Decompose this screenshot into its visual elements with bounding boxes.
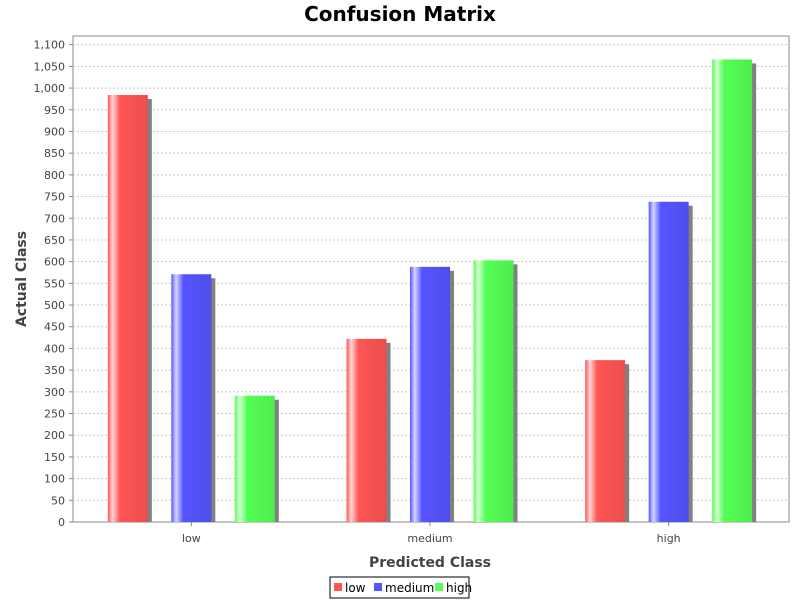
y-tick-label: 200 — [44, 429, 65, 442]
legend-swatch — [435, 583, 443, 591]
y-tick-label: 350 — [44, 364, 65, 377]
y-tick-label: 500 — [44, 299, 65, 312]
y-tick-label: 1,100 — [34, 39, 66, 52]
legend-label: medium — [385, 581, 434, 595]
chart-title: Confusion Matrix — [304, 2, 496, 26]
y-tick-label: 0 — [58, 516, 65, 529]
bar-medium-high — [648, 201, 689, 522]
y-tick-label: 150 — [44, 451, 65, 464]
y-tick-label: 50 — [51, 494, 65, 507]
x-axis-label: Predicted Class — [369, 555, 491, 571]
legend-swatch — [374, 583, 382, 591]
y-tick-label: 800 — [44, 169, 65, 182]
bar-medium-low — [171, 274, 212, 522]
bars — [107, 59, 757, 523]
y-tick-label: 250 — [44, 408, 65, 421]
y-tick-label: 700 — [44, 212, 65, 225]
y-tick-label: 1,050 — [34, 60, 66, 73]
legend-label: low — [345, 581, 366, 595]
bar-low-medium — [346, 338, 387, 522]
bar-high-high — [712, 59, 753, 523]
x-tick-label: high — [657, 532, 681, 545]
bar-medium-medium — [410, 266, 450, 522]
y-tick-label: 900 — [44, 125, 65, 138]
y-tick-label: 550 — [44, 277, 65, 290]
x-tick-label: medium — [407, 532, 452, 545]
y-tick-label: 600 — [44, 256, 65, 269]
y-tick-label: 100 — [44, 473, 65, 486]
y-tick-label: 850 — [44, 147, 65, 160]
x-axis: low medium high — [182, 522, 681, 545]
legend-label: high — [446, 581, 472, 595]
legend: low medium high — [329, 576, 472, 599]
y-tick-label: 1,000 — [34, 82, 66, 95]
y-axis: 0 50 100 150 200 250 300 350 400 450 500 550 600 650 7… — [34, 39, 73, 529]
bar-low-high — [585, 360, 626, 522]
legend-box — [329, 576, 470, 599]
y-axis-label: Actual Class — [14, 231, 30, 327]
x-tick-label: low — [182, 532, 201, 545]
y-tick-label: 450 — [44, 321, 65, 334]
y-tick-label: 650 — [44, 234, 65, 247]
y-tick-label: 400 — [44, 342, 65, 355]
bar-high-medium — [473, 260, 514, 522]
y-tick-label: 950 — [44, 104, 65, 117]
bar-high-low — [234, 395, 275, 522]
y-tick-label: 300 — [44, 386, 65, 399]
bar-low-low — [107, 95, 148, 522]
legend-swatch — [334, 583, 342, 591]
y-tick-label: 750 — [44, 191, 65, 204]
